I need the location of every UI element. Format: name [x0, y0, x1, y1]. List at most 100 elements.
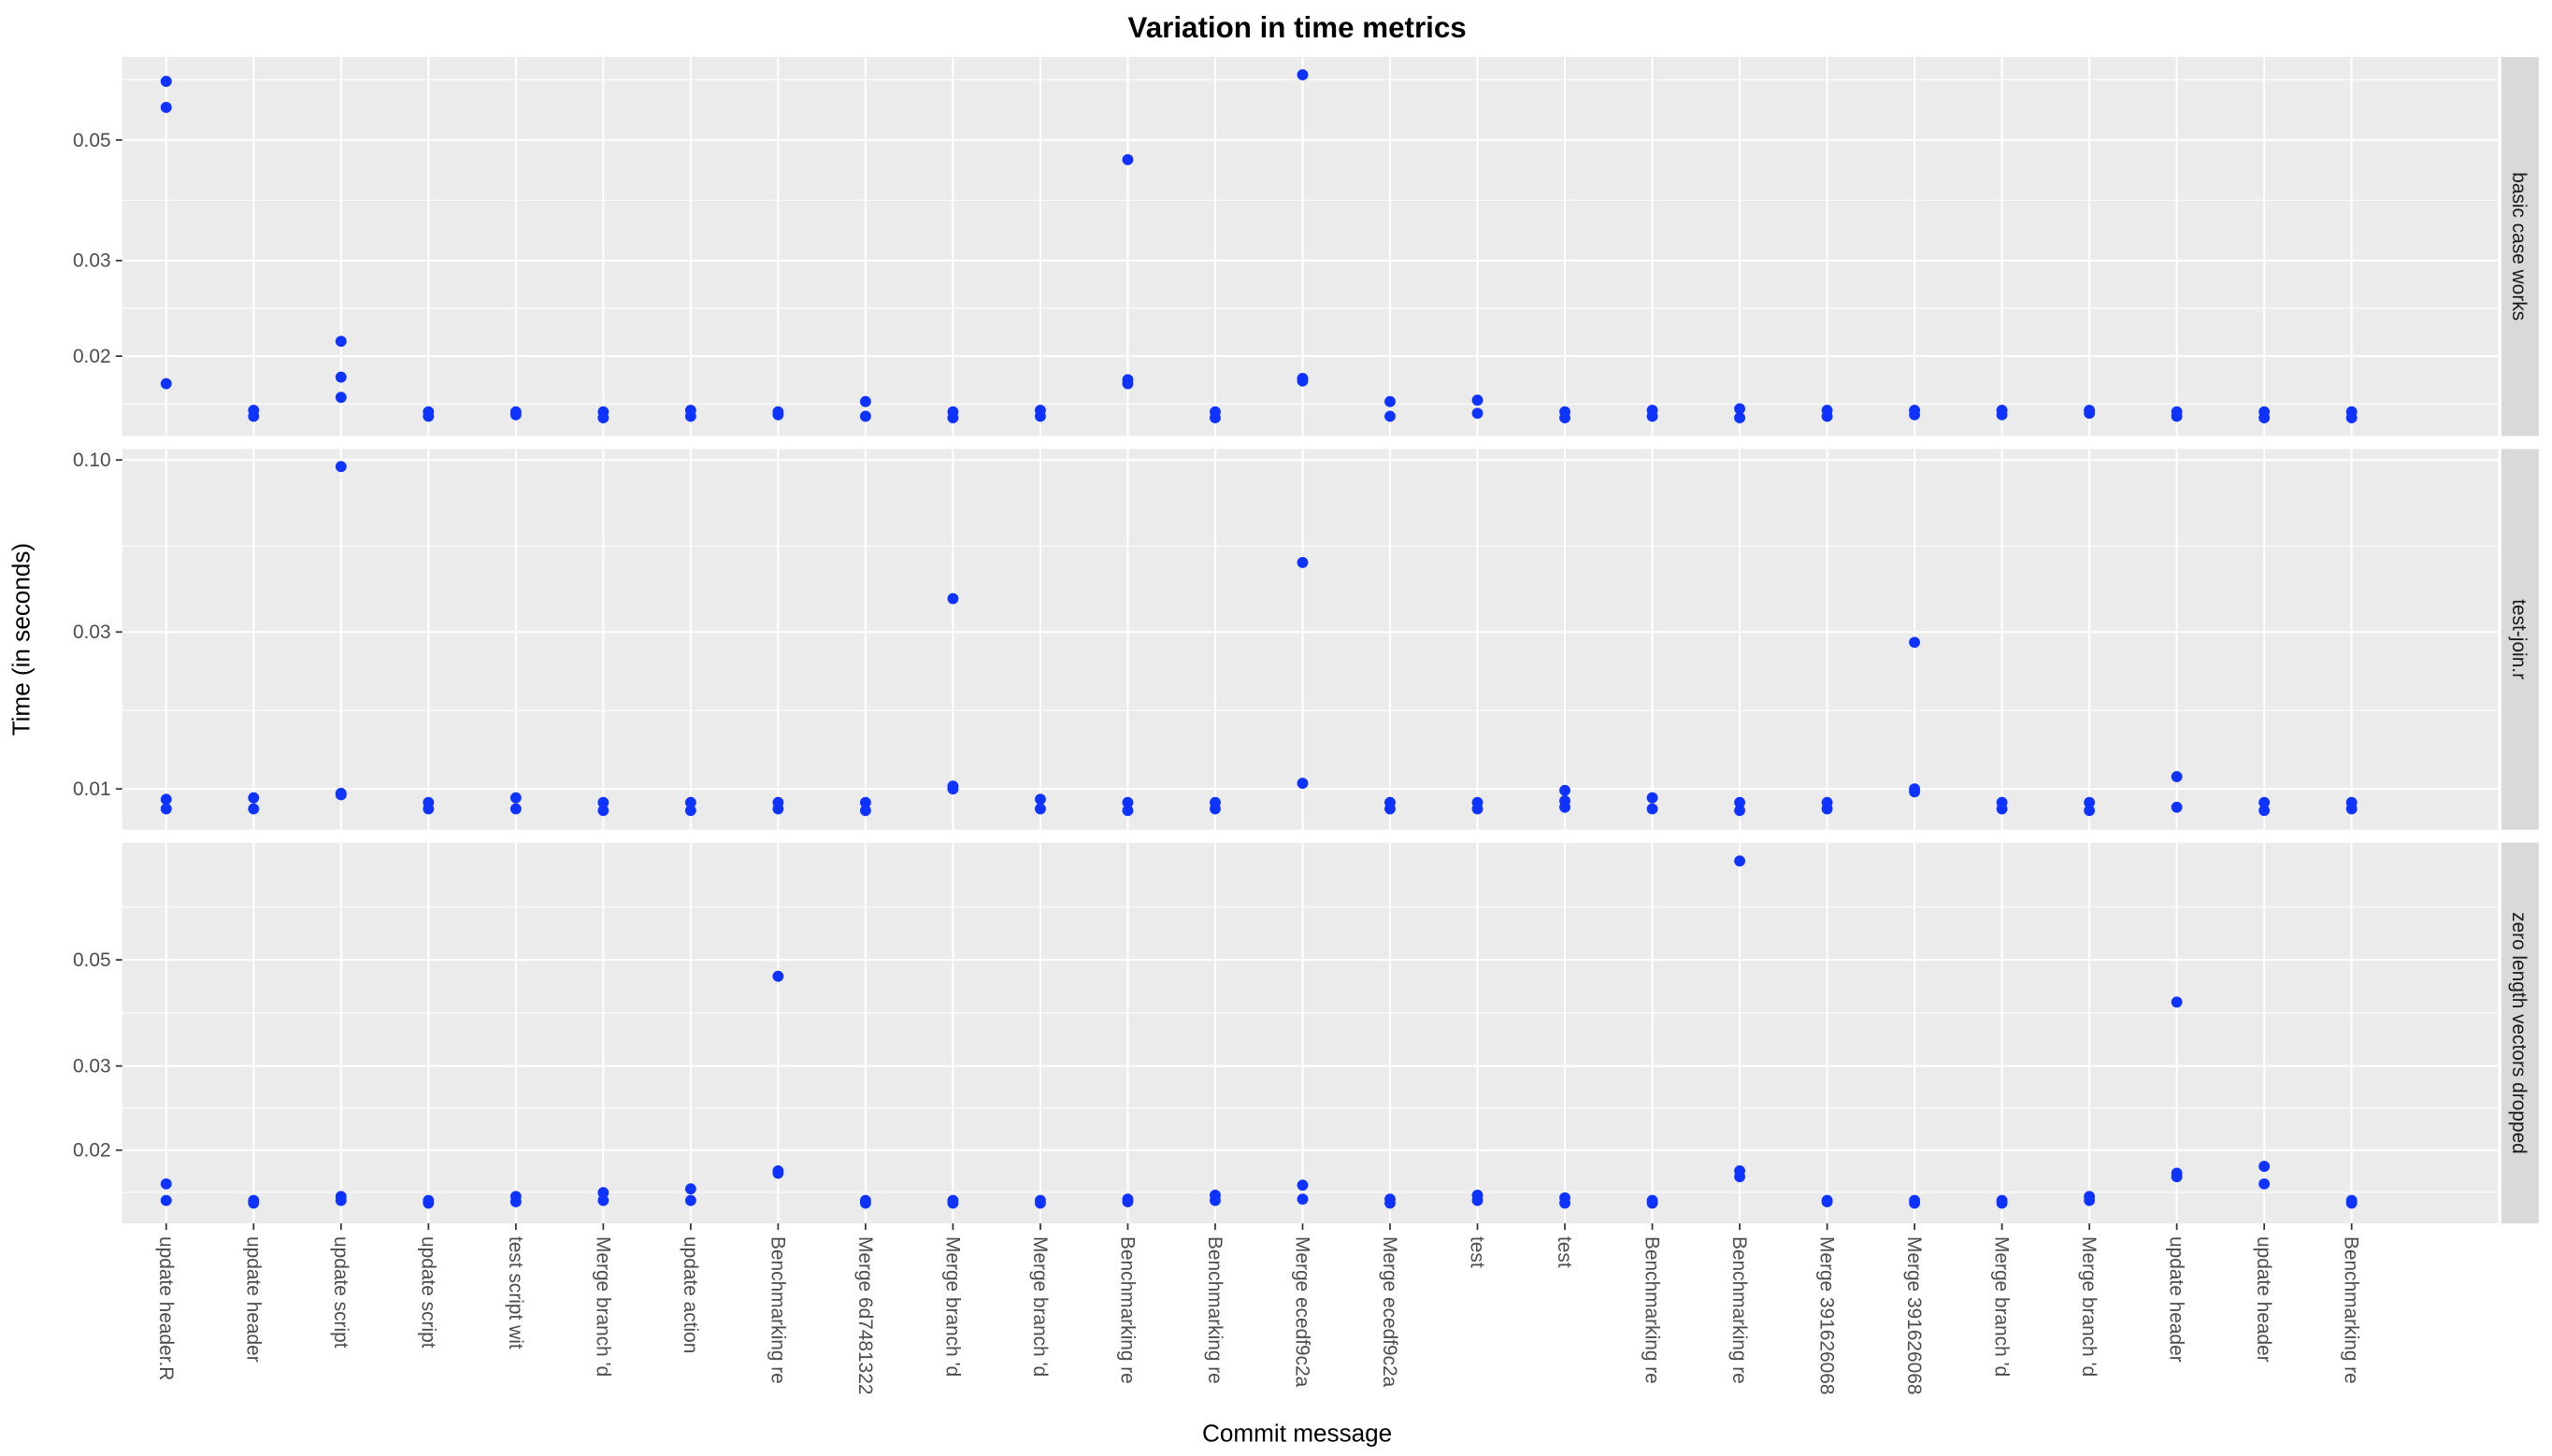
facet-strip-label: basic case works	[2508, 172, 2530, 321]
data-point	[859, 796, 871, 808]
data-point	[2084, 407, 2096, 420]
x-tick-label: Merge branch 'd	[1991, 1236, 2013, 1377]
data-point	[1297, 375, 1309, 387]
x-tick-label: Merge branch 'd	[592, 1236, 613, 1377]
data-point	[248, 803, 260, 815]
data-point	[859, 410, 871, 422]
data-point	[1734, 796, 1745, 808]
data-point	[1734, 805, 1745, 817]
data-point	[1122, 378, 1134, 390]
data-point	[1646, 410, 1658, 422]
data-point	[2171, 410, 2183, 422]
data-point	[1821, 1196, 1833, 1207]
x-tick-label: Merge branch 'd	[1029, 1236, 1051, 1377]
data-point	[597, 805, 609, 817]
facet-strip	[2501, 449, 2539, 830]
data-point	[1471, 803, 1484, 815]
data-point	[335, 392, 347, 404]
y-tick-label: 0.03	[73, 250, 111, 272]
panel-background	[122, 56, 2499, 436]
data-point	[1909, 786, 1921, 798]
data-point	[859, 805, 871, 817]
data-point	[1559, 1197, 1570, 1209]
data-point	[160, 102, 172, 113]
data-point	[772, 803, 784, 815]
data-point	[947, 1197, 959, 1209]
y-tick-label: 0.02	[73, 346, 111, 367]
data-point	[1471, 394, 1484, 407]
x-tick-label: Merge 391626068	[1903, 1236, 1925, 1394]
data-point	[2171, 801, 2183, 813]
facet-strip-label: test-join.r	[2508, 599, 2530, 679]
data-point	[597, 412, 609, 424]
data-point	[684, 805, 696, 817]
x-tick-label: Merge 391626068	[1816, 1236, 1838, 1394]
data-point	[684, 1183, 696, 1195]
data-point	[160, 1178, 172, 1190]
data-point	[1559, 412, 1570, 424]
data-point	[947, 412, 959, 424]
x-tick-label: Merge branch 'd	[941, 1236, 963, 1377]
data-point	[1122, 796, 1134, 808]
data-point	[1035, 803, 1046, 815]
data-point	[335, 335, 347, 348]
data-point	[1035, 410, 1046, 422]
data-point	[1297, 69, 1309, 81]
data-point	[509, 1196, 522, 1207]
panel-background	[122, 449, 2499, 830]
data-point	[160, 793, 172, 806]
chart-title: Variation in time metrics	[1128, 11, 1467, 44]
y-tick-label: 0.03	[73, 621, 111, 643]
x-tick-label: Benchmarking re	[1204, 1236, 1226, 1384]
data-point	[1384, 803, 1396, 815]
data-point	[160, 378, 172, 390]
data-point	[248, 1197, 260, 1209]
data-point	[1734, 403, 1745, 415]
data-point	[423, 1197, 435, 1209]
x-tick-label: Benchmarking re	[1728, 1236, 1750, 1384]
data-point	[2345, 803, 2358, 815]
facet-panel: 0.02 0.03 0.05 zero length vectors dropped	[73, 842, 2539, 1224]
data-point	[947, 783, 959, 795]
data-point	[947, 592, 959, 605]
panel-background	[122, 842, 2499, 1224]
data-point	[1210, 412, 1221, 424]
data-point	[1734, 412, 1745, 424]
data-point	[1297, 1193, 1309, 1206]
data-point	[1122, 153, 1134, 165]
y-tick-label: 0.05	[73, 949, 111, 971]
data-point	[1559, 784, 1570, 796]
data-point	[1297, 1179, 1309, 1192]
data-point	[1384, 395, 1396, 407]
facet-strip	[2501, 56, 2539, 436]
y-axis-label: Time (in seconds)	[7, 543, 36, 736]
data-point	[2258, 796, 2271, 808]
data-point	[597, 1194, 609, 1206]
data-point	[2084, 1194, 2096, 1206]
data-point	[1646, 792, 1658, 804]
x-tick-label: Merge branch 'd	[2078, 1236, 2100, 1377]
data-point	[1210, 803, 1221, 815]
data-point	[2084, 796, 2096, 808]
data-point	[2084, 805, 2096, 817]
x-tick-label: update header	[2253, 1236, 2274, 1363]
data-point	[859, 395, 871, 407]
data-point	[423, 410, 435, 422]
data-point	[160, 76, 172, 88]
y-tick-label: 0.10	[73, 450, 111, 471]
data-point	[1996, 1197, 2008, 1209]
x-tick-label: Merge ecedf9c2a	[1292, 1236, 1313, 1388]
data-point	[2171, 996, 2183, 1008]
data-point	[1122, 805, 1134, 817]
data-point	[248, 410, 260, 422]
data-point	[1471, 1194, 1484, 1206]
facet-strip-label: zero length vectors dropped	[2508, 912, 2530, 1154]
data-point	[2258, 805, 2271, 817]
data-point	[1996, 803, 2008, 815]
data-point	[1035, 1197, 1046, 1209]
data-point	[248, 792, 260, 804]
data-point	[509, 408, 522, 421]
x-tick-label: Merge 6d7481322	[854, 1236, 876, 1394]
data-point	[1646, 803, 1658, 815]
data-point	[1471, 407, 1484, 420]
